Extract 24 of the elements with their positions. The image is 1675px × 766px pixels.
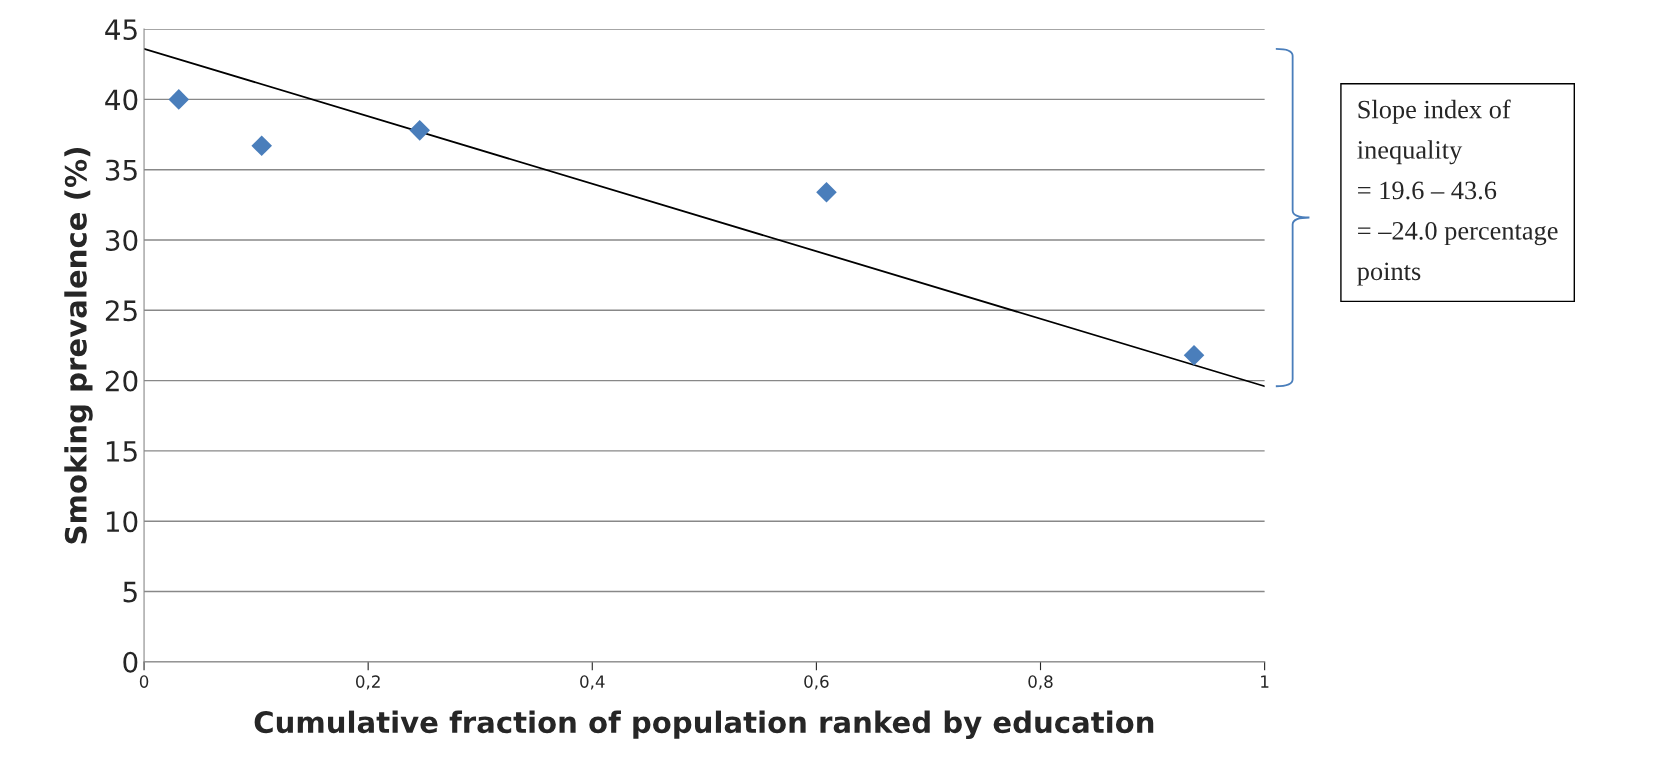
x-tick-label: 0,2 [356, 675, 380, 690]
y-tick-label: 25 [105, 300, 137, 322]
point [251, 135, 273, 157]
x-axis-title: Cumulative fraction of population ranked by education [254, 710, 1154, 740]
x-tick-label: 1 [1261, 675, 1269, 688]
x-tick-label: 0,6 [804, 675, 829, 690]
y-tick-label: 30 [105, 229, 138, 251]
point [409, 120, 431, 141]
x-tick-label: 0,4 [580, 675, 605, 690]
point [816, 181, 837, 203]
y-tick-label: 20 [105, 370, 138, 392]
y-tick-label: 35 [105, 159, 137, 181]
y-tick-label: 15 [106, 441, 137, 462]
y-tick-label: 45 [105, 19, 137, 41]
y-tick-label: 0 [123, 651, 138, 673]
y-tick-label: 10 [106, 511, 138, 533]
point [168, 89, 190, 110]
y-tick-label: 5 [123, 581, 137, 603]
point [1183, 345, 1205, 366]
y-tick-label: 40 [105, 89, 138, 111]
x-tick-label: 0,8 [1028, 675, 1053, 690]
text: Slope index of inequality = 19.6 – 43.6 = –24.0 percentage points [1357, 99, 1558, 286]
y-axis-title: Smoking prevalence (%) [64, 147, 93, 544]
x-tick-label: 0 [139, 675, 149, 688]
